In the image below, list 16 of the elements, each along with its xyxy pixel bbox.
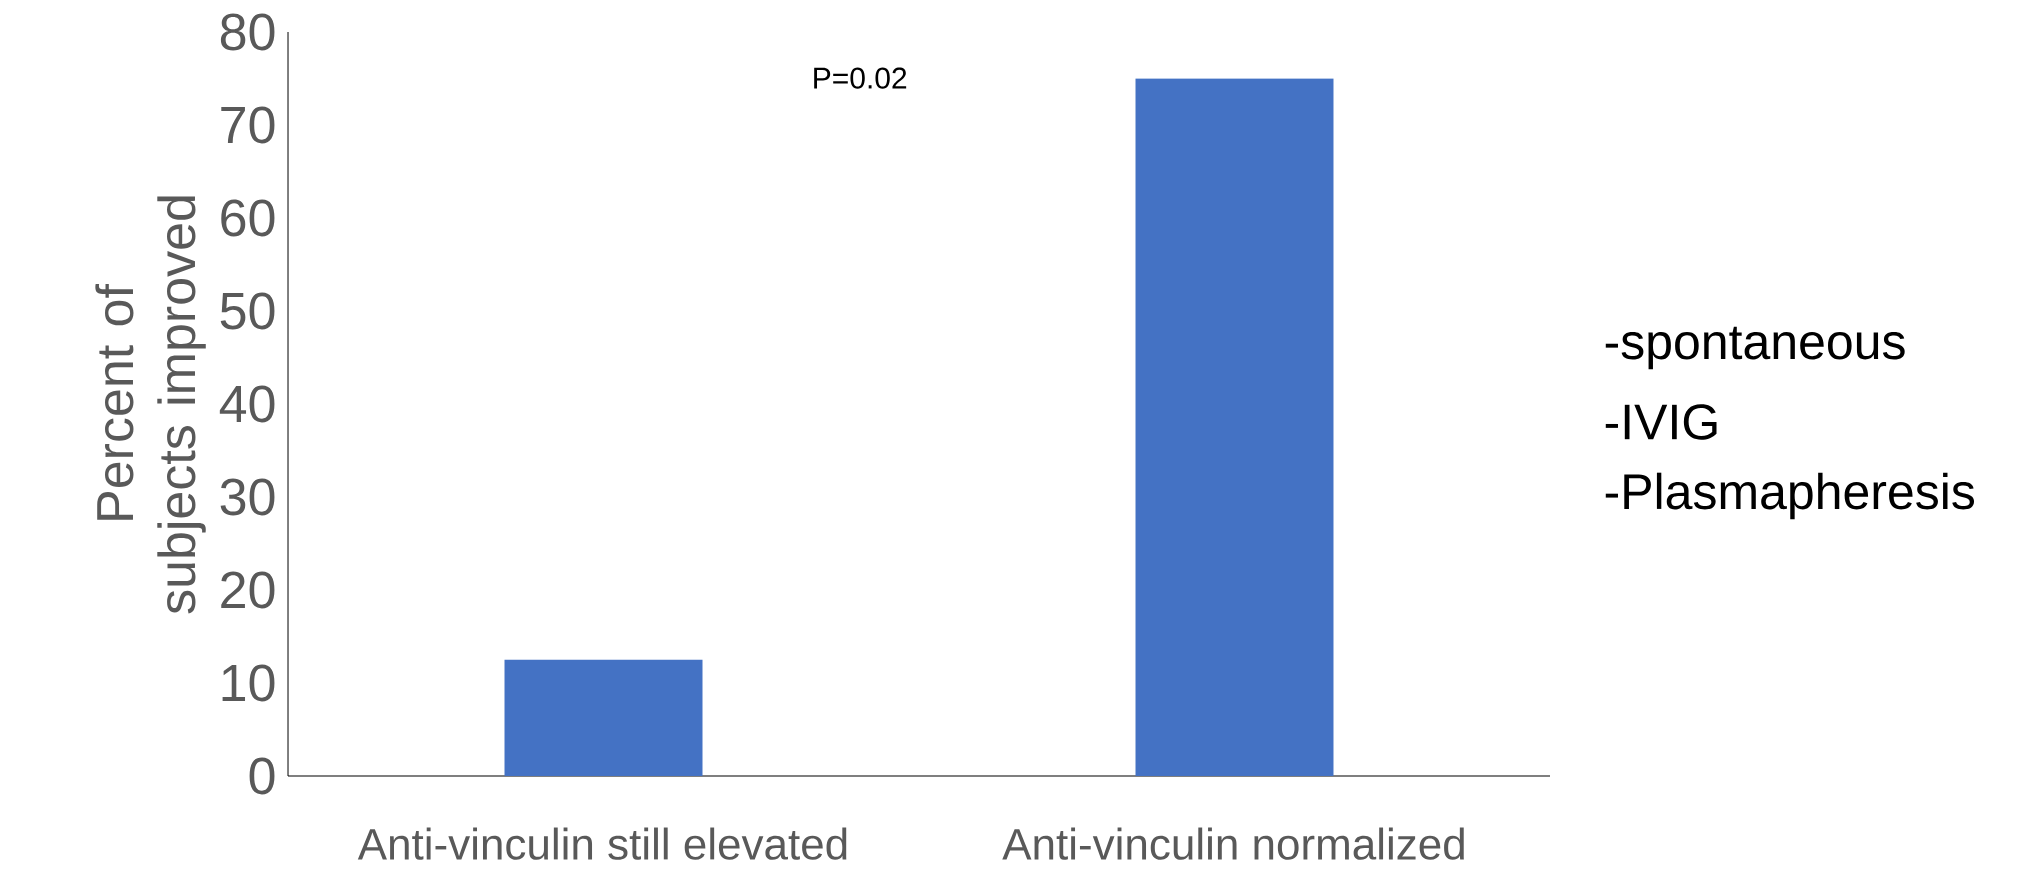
y-tick-label: 70 [221,106,275,144]
text: -Plasmapheresis [1605,472,1975,520]
y-tick-label: 60 [221,199,275,237]
text: -spontaneous [1605,326,1905,370]
x-tick-label: Anti-vinculin normalized [1002,827,1464,860]
y-tick-label: 20 [221,571,275,609]
y-tick-label: 40 [219,385,275,423]
x-tick-label: Anti-vinculin still elevated [357,827,847,860]
y-tick-label: 10 [222,664,275,702]
y-tick-label: 30 [220,478,275,516]
annotation: P=0.02 [814,67,907,89]
y-tick-label: 80 [220,13,275,51]
y-axis-title: Percent of subjects improved [95,196,206,614]
y-tick-label: 0 [249,757,275,795]
text: -IVIG [1605,404,1717,440]
y-tick-label: 50 [220,292,275,330]
